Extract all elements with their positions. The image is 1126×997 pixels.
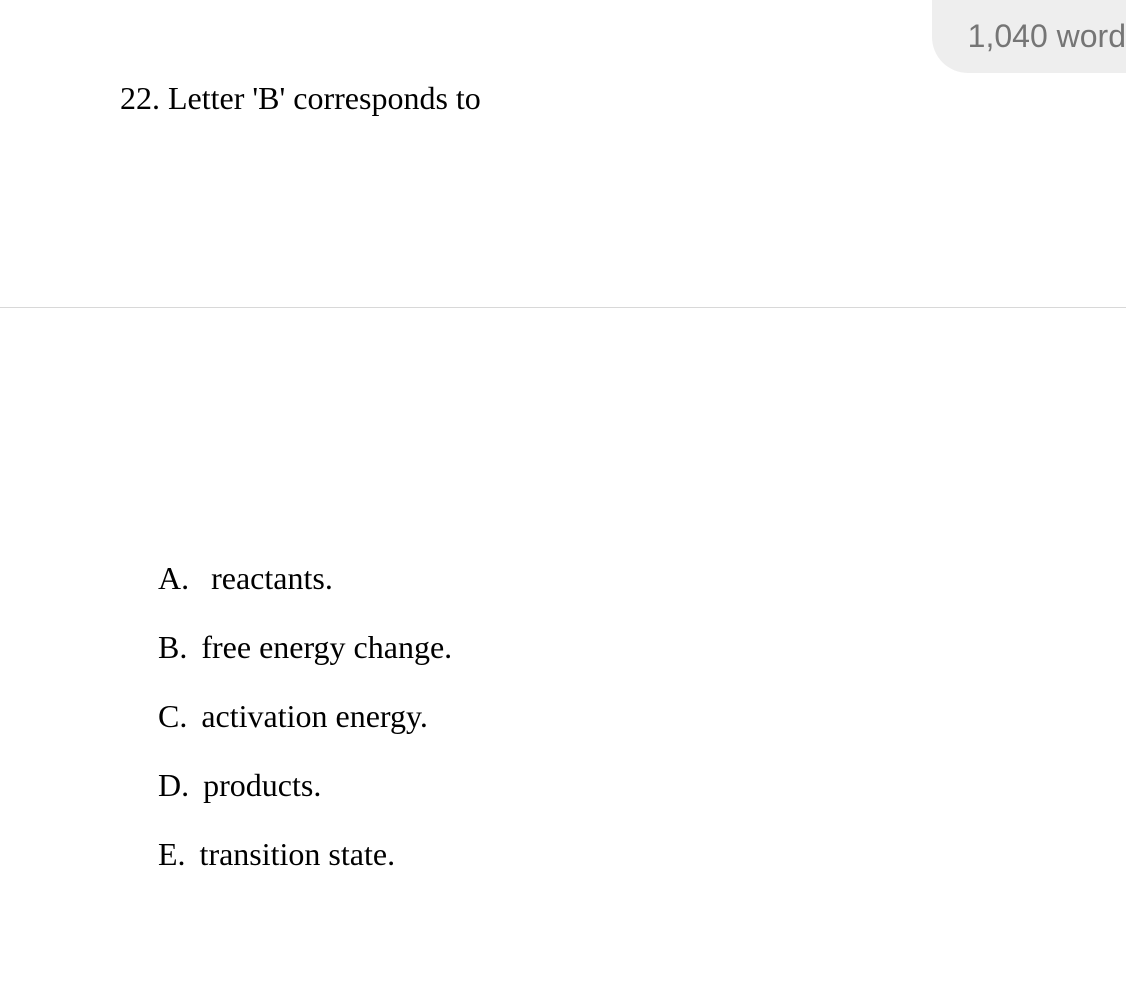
word-count-text: 1,040 word [968,18,1126,54]
option-e-text: transition state. [200,836,396,872]
option-a-text: reactants. [211,560,333,596]
word-count-badge: 1,040 word [932,0,1126,73]
option-b-letter: B. [158,629,187,666]
option-c-letter: C. [158,698,187,735]
option-a-letter: A. [158,560,189,597]
section-divider [0,307,1126,308]
option-e[interactable]: E. transition state. [158,836,452,873]
option-b-text: free energy change. [201,629,452,665]
options-section: A. reactants. B. free energy change. C. … [158,560,452,905]
option-b[interactable]: B. free energy change. [158,629,452,666]
option-e-letter: E. [158,836,186,873]
option-a[interactable]: A. reactants. [158,560,452,597]
question-prompt: Letter 'B' corresponds to [168,80,481,116]
option-c[interactable]: C. activation energy. [158,698,452,735]
option-c-text: activation energy. [201,698,428,734]
option-d-letter: D. [158,767,189,804]
question-number: 22. [120,80,160,116]
question-text: 22. Letter 'B' corresponds to [120,80,1126,117]
option-d[interactable]: D. products. [158,767,452,804]
option-d-text: products. [203,767,321,803]
